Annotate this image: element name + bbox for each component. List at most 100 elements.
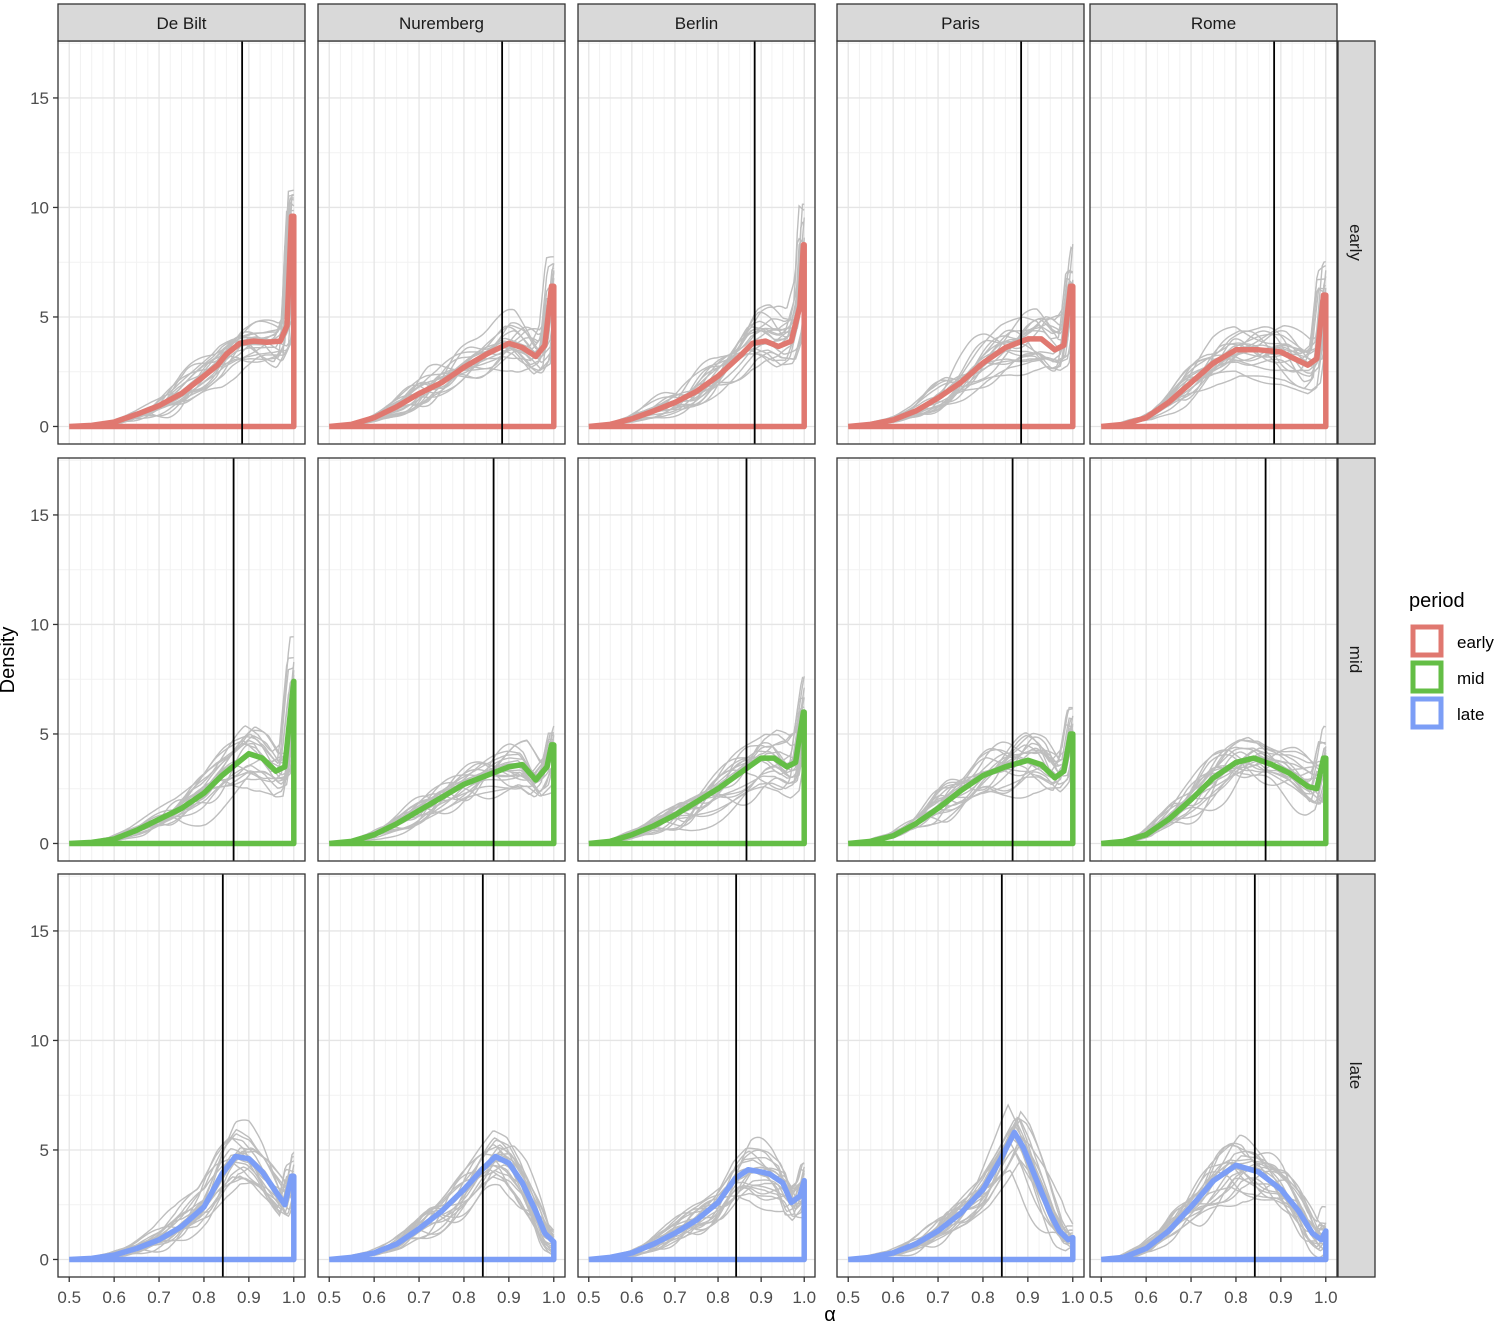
x-tick-label: 0.6: [102, 1288, 126, 1307]
facet-panel-late-nuremberg: [317, 873, 566, 1278]
y-axis: 0 5 10 15 0 5 10 15 0 5 10 15: [30, 89, 58, 1269]
column-strip-label: Paris: [941, 14, 980, 33]
x-tick-label: 0.7: [926, 1288, 950, 1307]
row-strip-label: early: [1346, 224, 1365, 261]
mean-density-early: [1100, 292, 1329, 430]
x-tick-label: 1.0: [542, 1288, 566, 1307]
legend-item-early: early: [1410, 624, 1494, 658]
x-tick-label: 1.0: [792, 1288, 816, 1307]
row-strip: [1337, 457, 1376, 862]
x-tick-label: 0.8: [706, 1288, 730, 1307]
x-tick-label: 0.7: [1179, 1288, 1203, 1307]
y-tick-label: 15: [30, 506, 49, 525]
panel-border: [317, 873, 566, 1278]
x-tick-label: 0.9: [1016, 1288, 1040, 1307]
y-tick-label: 0: [40, 834, 49, 853]
x-tick-label: 0.5: [577, 1288, 601, 1307]
row-strips: early mid late: [1337, 40, 1376, 1278]
column-strip: [57, 3, 306, 42]
y-axis-title: Density: [0, 627, 19, 694]
x-axis: 0.5 0.6 0.7 0.8 0.9 1.0 0.5 0.6 0.7 0.8 0.9 1.0 0.5 0…: [57, 1277, 1338, 1307]
legend-label: late: [1457, 705, 1484, 724]
x-tick-label: 0.9: [497, 1288, 521, 1307]
row-strip-label: late: [1346, 1062, 1365, 1089]
column-strip: [317, 3, 566, 42]
mean-density-mid: [588, 709, 807, 847]
panel-border: [577, 457, 816, 862]
y-tick-label: 5: [40, 308, 49, 327]
mean-density-early: [328, 283, 557, 430]
panel-border: [317, 457, 566, 862]
y-tick-label: 10: [30, 615, 49, 634]
row-strip: [1337, 873, 1376, 1278]
y-tick-label: 0: [40, 417, 49, 436]
facet-panel-early-berlin: [577, 40, 816, 445]
mean-density-late: [588, 1166, 807, 1263]
y-tick-label: 5: [40, 1141, 49, 1160]
facet-panel-late-berlin: [577, 873, 816, 1278]
facet-panel-mid-de-bilt: [57, 457, 306, 862]
facet-panel-late-de-bilt: [57, 873, 306, 1278]
mean-density-early: [69, 213, 297, 430]
mean-density-mid: [847, 731, 1076, 847]
column-strip-label: Nuremberg: [399, 14, 484, 33]
row-strip-label: mid: [1346, 646, 1365, 673]
x-tick-label: 0.9: [237, 1288, 261, 1307]
legend-label: mid: [1457, 669, 1484, 688]
x-tick-label: 0.9: [749, 1288, 773, 1307]
legend-items: early mid late: [1410, 624, 1494, 730]
x-tick-label: 0.6: [362, 1288, 386, 1307]
x-tick-label: 0.6: [620, 1288, 644, 1307]
column-strip-label: Berlin: [675, 14, 718, 33]
x-tick-label: 0.8: [1224, 1288, 1248, 1307]
ensemble-density-line: [1101, 746, 1327, 845]
ensemble-density-line: [588, 676, 805, 844]
mean-density-mid: [328, 742, 557, 847]
panel-border: [836, 457, 1085, 862]
mean-density-mid: [69, 678, 297, 847]
y-tick-label: 10: [30, 198, 49, 217]
panel-border: [1089, 873, 1338, 1278]
legend-key: [1410, 696, 1444, 730]
legend-title: period: [1409, 590, 1465, 612]
x-tick-label: 0.7: [147, 1288, 171, 1307]
mean-density-late: [1100, 1162, 1329, 1263]
facet-panel-mid-rome: [1089, 457, 1338, 862]
legend-item-mid: mid: [1410, 660, 1484, 694]
x-tick-label: 0.8: [192, 1288, 216, 1307]
y-tick-label: 0: [40, 1250, 49, 1269]
facet-panel-early-paris: [836, 40, 1085, 445]
column-strips: De Bilt Nuremberg Berlin Paris Rome: [57, 3, 1338, 42]
column-strip: [836, 3, 1085, 42]
panel-border: [1089, 457, 1338, 862]
mean-density-late: [847, 1129, 1076, 1263]
panel-border: [577, 873, 816, 1278]
mean-density-late: [328, 1153, 557, 1263]
column-strip-label: De Bilt: [156, 14, 206, 33]
x-tick-label: 0.7: [663, 1288, 687, 1307]
x-tick-label: 1.0: [1061, 1288, 1085, 1307]
x-tick-label: 1.0: [1314, 1288, 1338, 1307]
panel-border: [57, 457, 306, 862]
facet-panel-late-paris: [836, 873, 1085, 1278]
facet-panel-mid-paris: [836, 457, 1085, 862]
y-tick-label: 15: [30, 89, 49, 108]
legend-label: early: [1457, 633, 1494, 652]
x-tick-label: 0.7: [407, 1288, 431, 1307]
mean-density-late: [69, 1153, 297, 1263]
y-tick-label: 10: [30, 1031, 49, 1050]
ensemble-density-line: [329, 774, 555, 845]
y-tick-label: 15: [30, 922, 49, 941]
column-strip-label: Rome: [1191, 14, 1236, 33]
legend-item-late: late: [1410, 696, 1484, 730]
mean-density-early: [588, 241, 807, 430]
legend-key: [1410, 660, 1444, 694]
facet-panel-mid-berlin: [577, 457, 816, 862]
x-tick-label: 0.8: [971, 1288, 995, 1307]
mean-density-mid: [1100, 755, 1329, 847]
column-strip: [1089, 3, 1338, 42]
facet-panel-mid-nuremberg: [317, 457, 566, 862]
x-tick-label: 0.6: [881, 1288, 905, 1307]
column-strip: [577, 3, 816, 42]
